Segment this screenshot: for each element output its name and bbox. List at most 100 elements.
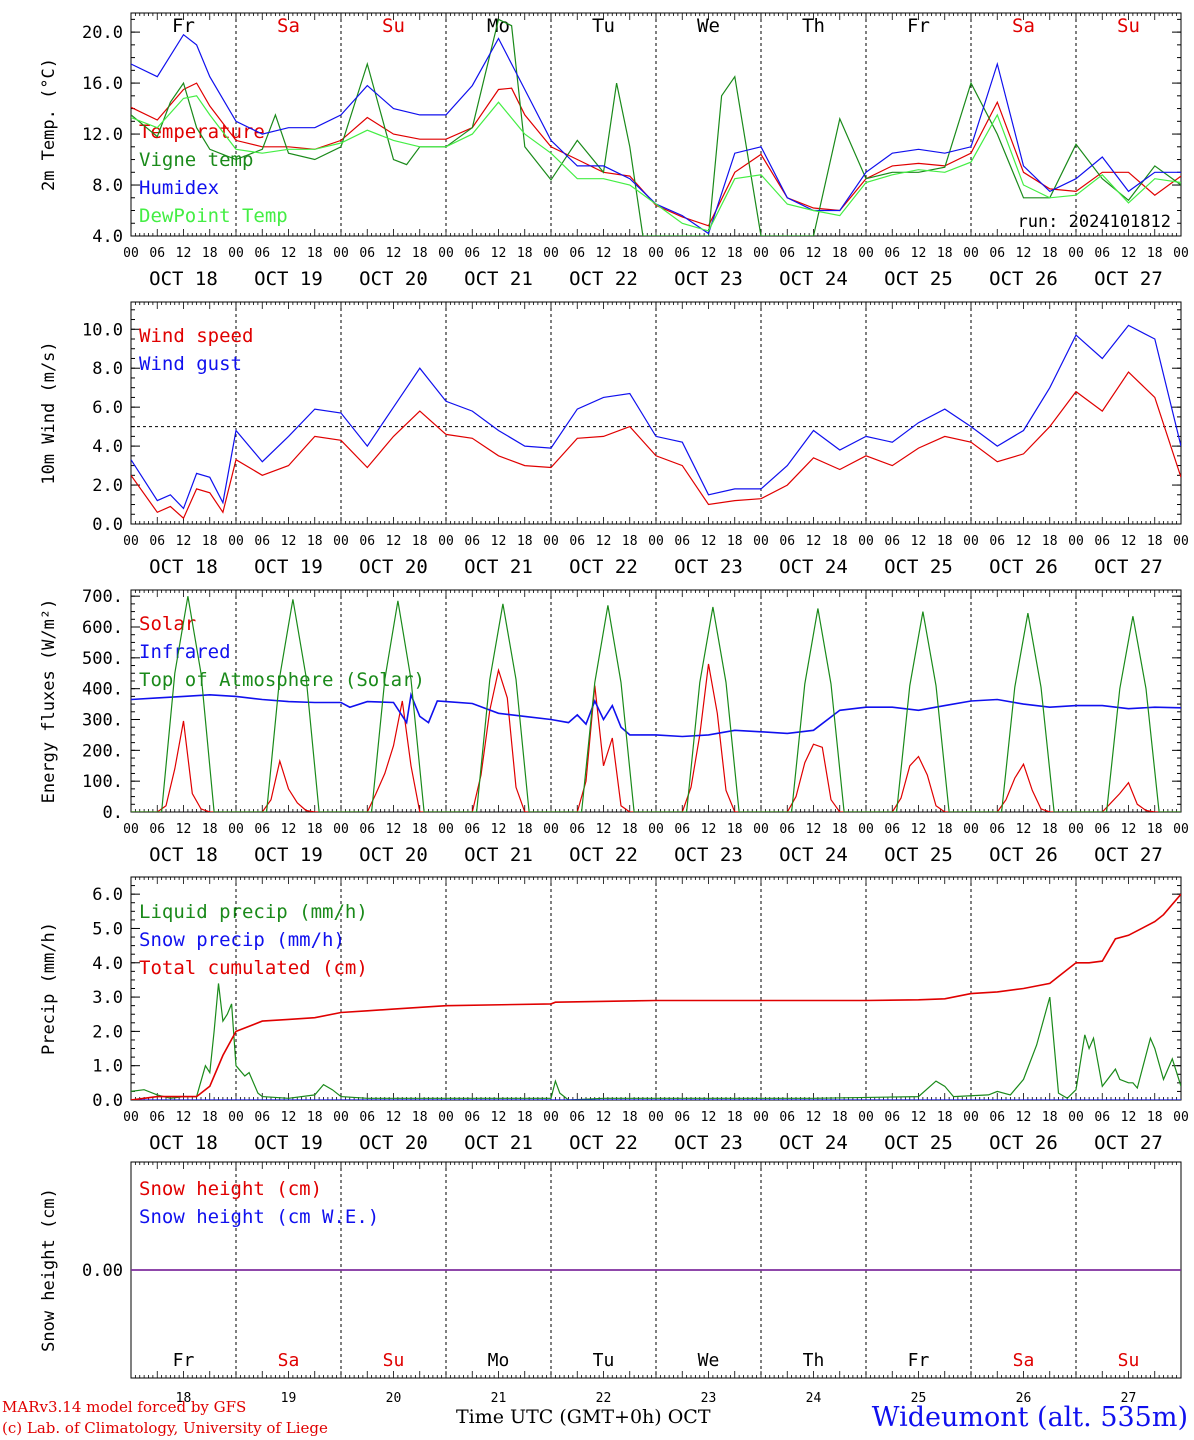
series-line [131,18,1181,236]
date-label: OCT 18 [149,844,218,866]
hour-tick-label: 12 [911,246,927,261]
y-tick-label: 300. [82,711,123,731]
hour-tick-label: 00 [963,822,979,837]
date-label: OCT 25 [884,1132,953,1154]
hour-tick-label: 12 [806,1110,822,1125]
date-label: OCT 24 [779,844,848,866]
hour-tick-label: 06 [1094,1110,1110,1125]
hour-tick-label: 06 [149,246,165,261]
hour-tick-label: 06 [359,246,375,261]
hour-tick-label: 18 [202,1110,218,1125]
y-tick-label: 0.0 [92,515,123,535]
date-label: OCT 21 [464,844,533,866]
y-tick-label: 2.0 [92,476,123,496]
hour-tick-label: 06 [149,822,165,837]
y-axis-label: 2m Temp. (°C) [39,58,59,191]
day-name-label: Su [382,15,405,37]
panel-frame [130,12,1182,237]
date-label: OCT 26 [989,556,1058,578]
hour-tick-label: 18 [832,534,848,549]
hour-tick-label: 00 [858,822,874,837]
hour-tick-label: 18 [1042,246,1058,261]
day-name-label: Sa [1012,15,1035,37]
hour-tick-label: 12 [176,246,192,261]
day-name-label: Fr [908,1350,930,1371]
hour-tick-label: 12 [806,534,822,549]
hour-tick-label: 18 [412,822,428,837]
day-name-label: Sa [278,1350,300,1371]
day-name-label: Sa [277,15,300,37]
credit-line-lab: (c) Lab. of Climatology, University of L… [2,1419,328,1437]
y-tick-label: 0.00 [82,1261,123,1281]
date-label: OCT 20 [359,556,428,578]
hour-tick-label: 12 [1016,822,1032,837]
hour-tick-label: 06 [779,822,795,837]
day-name-label: Su [1117,15,1140,37]
day-number-label: 22 [596,1391,612,1406]
y-tick-label: 16.0 [82,74,123,94]
hour-tick-label: 18 [1147,246,1163,261]
hour-tick-label: 06 [884,822,900,837]
y-tick-label: 3.0 [92,988,123,1008]
y-tick-label: 8.0 [92,359,123,379]
hour-tick-label: 12 [491,822,507,837]
day-name-label: We [698,1350,720,1371]
series-line [131,893,1181,1100]
hour-tick-label: 18 [937,822,953,837]
y-tick-label: 2.0 [92,1022,123,1042]
series-line [131,983,1181,1100]
date-label: OCT 27 [1094,1132,1163,1154]
hour-tick-label: 18 [307,246,323,261]
hour-ticks [130,13,1182,236]
hour-tick-label: 18 [937,1110,953,1125]
hour-tick-label: 12 [701,534,717,549]
hour-tick-label: 00 [648,822,664,837]
hour-tick-label: 18 [307,822,323,837]
y-tick-label: 10.0 [82,320,123,340]
legend-label: Snow precip (mm/h) [139,929,345,951]
hour-tick-label: 18 [832,822,848,837]
series-line [131,33,1181,235]
hour-tick-label: 18 [202,822,218,837]
hour-tick-label: 00 [963,534,979,549]
hour-tick-label: 00 [123,1110,139,1125]
hour-tick-label: 12 [1016,534,1032,549]
hour-tick-label: 18 [622,246,638,261]
run-label: run: 2024101812 [1017,212,1171,232]
hour-tick-label: 06 [674,822,690,837]
hour-tick-label: 12 [1016,1110,1032,1125]
hour-tick-label: 06 [1094,534,1110,549]
hour-tick-label: 12 [176,534,192,549]
hour-tick-label: 12 [596,1110,612,1125]
legend-label: Wind gust [139,353,242,375]
y-tick-label: 8.0 [92,176,123,196]
hour-tick-label: 00 [333,246,349,261]
date-label: OCT 21 [464,268,533,290]
date-label: OCT 22 [569,1132,638,1154]
hour-tick-label: 00 [333,1110,349,1125]
date-label: OCT 24 [779,268,848,290]
day-number-label: 27 [1121,1391,1137,1406]
hour-tick-label: 12 [596,246,612,261]
series-line [131,95,1181,232]
day-number-label: 26 [1016,1391,1032,1406]
hour-tick-label: 18 [1147,534,1163,549]
hour-tick-label: 06 [464,246,480,261]
y-tick-label: 0.0 [92,1091,123,1111]
date-label: OCT 19 [254,268,323,290]
hour-tick-label: 00 [1068,1110,1084,1125]
date-label: OCT 24 [779,556,848,578]
hour-tick-label: 06 [1094,822,1110,837]
hour-tick-label: 00 [1068,534,1084,549]
legend-label: Wind speed [139,325,253,347]
date-label: OCT 27 [1094,556,1163,578]
hour-tick-label: 00 [858,534,874,549]
hour-tick-label: 00 [228,534,244,549]
date-label: OCT 23 [674,268,743,290]
series-line [131,663,1181,812]
date-label: OCT 26 [989,844,1058,866]
hour-tick-label: 12 [176,1110,192,1125]
date-label: OCT 18 [149,556,218,578]
hour-tick-label: 06 [779,246,795,261]
date-label: OCT 24 [779,1132,848,1154]
